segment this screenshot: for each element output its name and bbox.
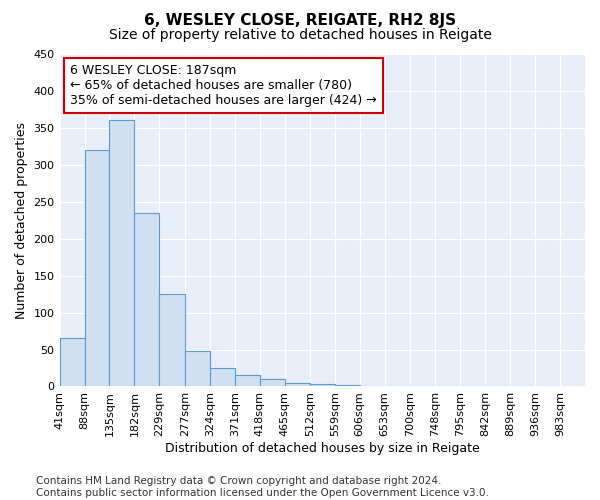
- Text: Contains HM Land Registry data © Crown copyright and database right 2024.
Contai: Contains HM Land Registry data © Crown c…: [36, 476, 489, 498]
- Bar: [235, 376, 260, 386]
- Bar: [109, 120, 134, 386]
- Bar: [260, 379, 285, 386]
- Bar: [134, 213, 160, 386]
- Text: Size of property relative to detached houses in Reigate: Size of property relative to detached ho…: [109, 28, 491, 42]
- Bar: [85, 150, 109, 386]
- Bar: [185, 351, 210, 386]
- Bar: [160, 294, 185, 386]
- Text: 6 WESLEY CLOSE: 187sqm
← 65% of detached houses are smaller (780)
35% of semi-de: 6 WESLEY CLOSE: 187sqm ← 65% of detached…: [70, 64, 377, 107]
- Bar: [285, 383, 310, 386]
- Bar: [310, 384, 335, 386]
- Bar: [59, 338, 85, 386]
- X-axis label: Distribution of detached houses by size in Reigate: Distribution of detached houses by size …: [165, 442, 479, 455]
- Bar: [335, 385, 360, 386]
- Y-axis label: Number of detached properties: Number of detached properties: [15, 122, 28, 318]
- Bar: [210, 368, 235, 386]
- Text: 6, WESLEY CLOSE, REIGATE, RH2 8JS: 6, WESLEY CLOSE, REIGATE, RH2 8JS: [144, 12, 456, 28]
